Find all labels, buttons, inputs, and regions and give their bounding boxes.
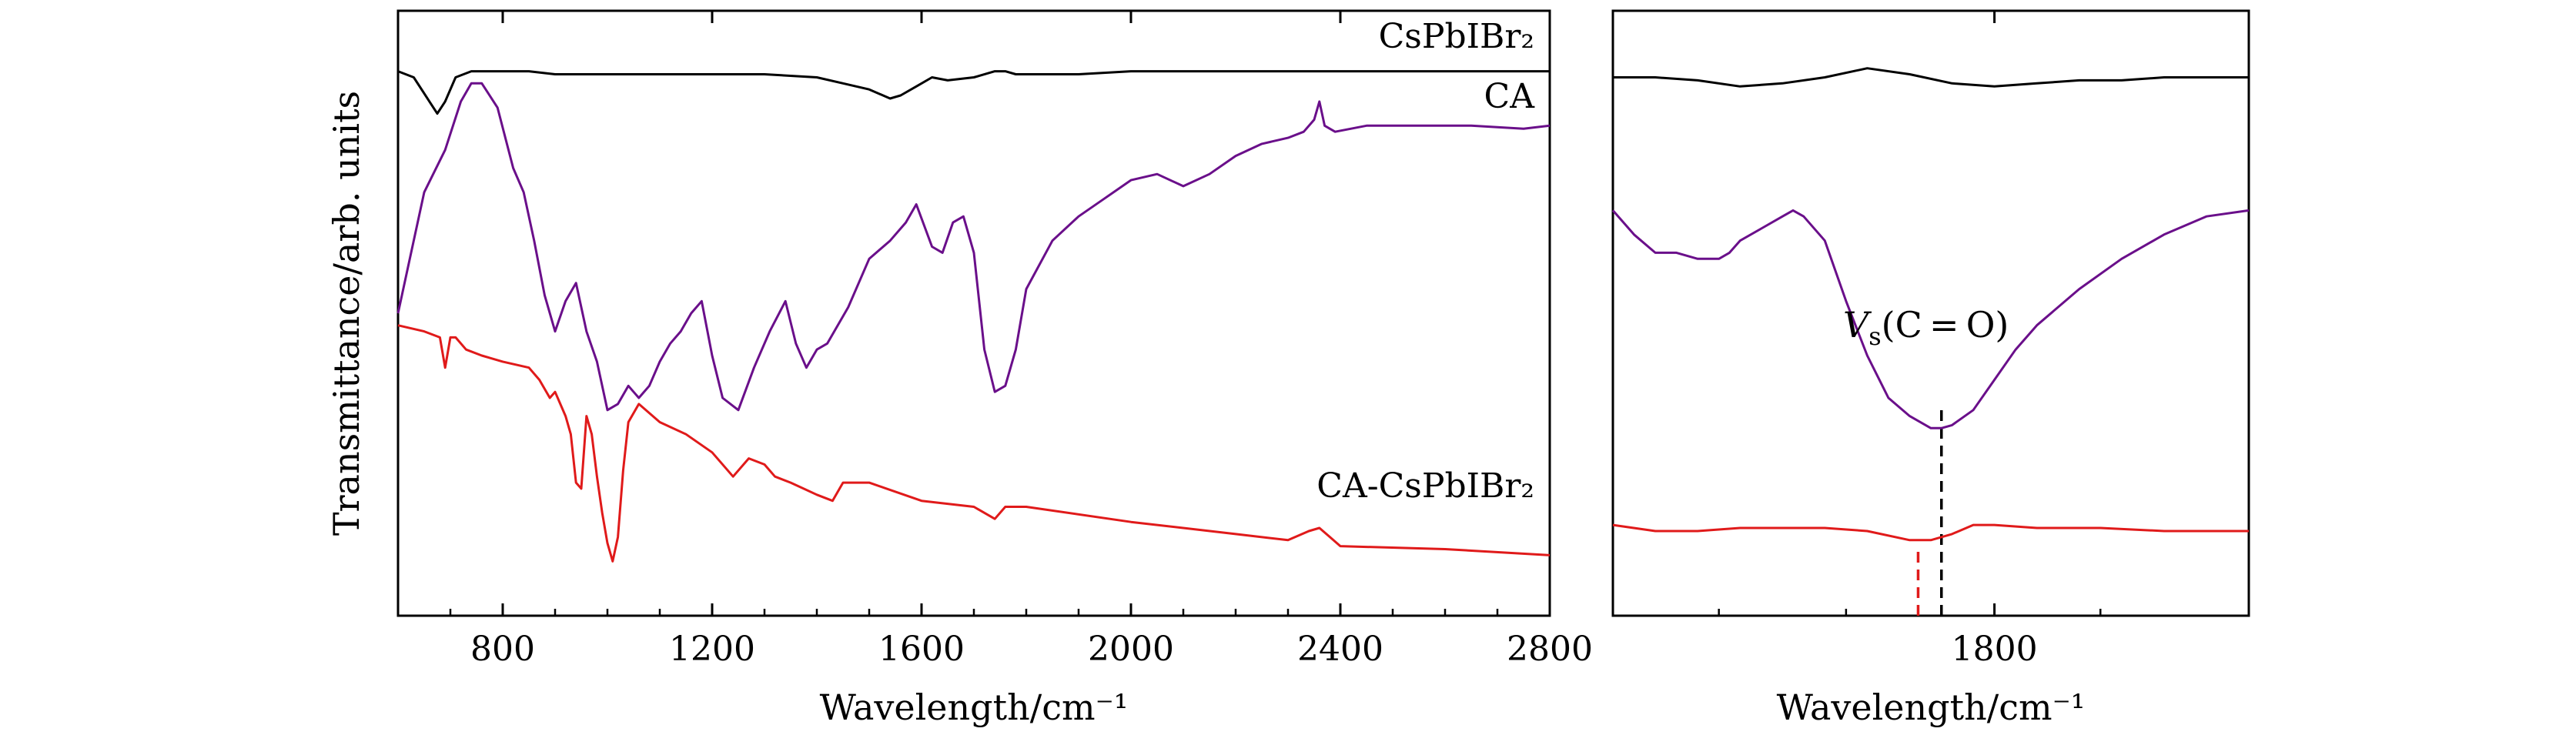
x-tick-label: 800	[470, 630, 535, 669]
series-label-ca: CA	[1484, 77, 1536, 116]
inset-x-axis-label: Wavelength/cm⁻¹	[1777, 687, 2086, 728]
x-tick-label: 2000	[1088, 630, 1174, 669]
x-tick-label: 2800	[1507, 630, 1593, 669]
series-line-cspbibr2	[1613, 67, 2249, 88]
x-tick-label: 1600	[878, 630, 965, 669]
main-spectrum-panel: 800 1200 1600 2000 2400 2800 CsPbIBr₂ CA CA-C…	[326, 9, 1593, 728]
inset-series-group	[1611, 67, 2250, 542]
inset-x-ticks: 1800	[1718, 11, 2102, 669]
x-tick-label: 1800	[1952, 630, 2038, 669]
series-line-ca	[1611, 209, 2250, 429]
series-line-ca	[396, 82, 1551, 412]
inset-plot-frame	[1611, 9, 2250, 617]
inset-marker-group	[1916, 403, 1943, 616]
main-x-ticks: 800 1200 1600 2000 2400 2800	[449, 11, 1593, 669]
series-line-ca-cspbibr2	[397, 324, 1551, 563]
main-series-group	[396, 70, 1551, 563]
series-label-cspbibr2: CsPbIBr₂	[1379, 17, 1534, 56]
annotation-rest: (C = O)	[1882, 304, 2009, 346]
inset-spectrum-panel: 1800 Vs(C = O) Wavelength/cm⁻¹	[1611, 9, 2250, 728]
series-line-cspbibr2	[397, 70, 1550, 115]
carbonyl-annotation: Vs(C = O)	[1843, 304, 2009, 351]
main-x-axis-label: Wavelength/cm⁻¹	[820, 687, 1129, 728]
annotation-main: V	[1843, 304, 1872, 346]
x-tick-label: 2400	[1297, 630, 1383, 669]
series-line-ca-cspbibr2	[1612, 523, 2249, 542]
main-plot-frame	[396, 9, 1551, 617]
series-label-ca-cspbibr2: CA-CsPbIBr₂	[1316, 466, 1534, 506]
x-tick-label: 1200	[669, 630, 755, 669]
y-axis-label: Transmittance/arb. units	[326, 91, 367, 536]
annotation-sub: s	[1868, 322, 1881, 351]
